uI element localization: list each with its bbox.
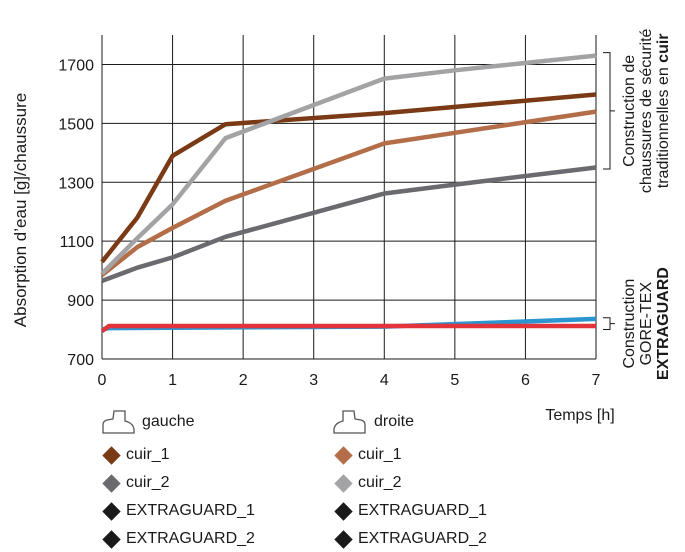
annotation-text: traditionnelles en cuir <box>655 33 672 188</box>
y-tick-label: 700 <box>67 352 94 369</box>
legend-group-label: gauche <box>142 413 195 430</box>
x-tick-label: 0 <box>98 372 107 389</box>
legend-label: cuir_2 <box>358 474 402 491</box>
y-axis-ticks: 700 900 1100 1300 1500 1700 <box>58 57 94 369</box>
legend-item: cuir_1 <box>334 445 402 465</box>
x-tick-label: 5 <box>450 372 459 389</box>
series-line-cuir_1 <box>100 92 597 264</box>
legend-label: cuir_1 <box>358 446 402 463</box>
legend-label: EXTRAGUARD_1 <box>126 502 255 519</box>
x-tick-label: 6 <box>521 372 530 389</box>
legend-item: EXTRAGUARD_1 <box>102 501 255 521</box>
legend-marker <box>102 473 121 493</box>
boot-left-icon <box>102 410 135 434</box>
legend-label: EXTRAGUARD_2 <box>358 530 487 547</box>
legend-group-droite: droite <box>332 408 414 436</box>
annotation-text: Construction <box>621 279 638 369</box>
y-tick-label: 1100 <box>60 234 95 251</box>
legend-label: cuir_1 <box>126 446 170 463</box>
x-tick-label: 2 <box>239 372 248 389</box>
legend-group-label: droite <box>374 413 415 430</box>
legend-marker <box>334 501 353 521</box>
annotation-bracket <box>603 52 615 170</box>
legend-label: cuir_2 <box>126 474 170 491</box>
legend-label: EXTRAGUARD_1 <box>358 502 487 519</box>
y-tick-label: 1700 <box>58 57 94 74</box>
legend-item: cuir_2 <box>334 473 402 493</box>
y-tick-label: 1500 <box>58 116 94 133</box>
annotation-bold: cuir <box>655 33 672 62</box>
legend-marker <box>102 445 121 465</box>
series-line-EXTRAGUARD_2 <box>100 323 596 333</box>
annotation-brackets: Construction de chaussures de sécurité tra… <box>603 28 672 380</box>
annotation-text: Construction de <box>621 55 638 167</box>
x-tick-label: 3 <box>309 372 318 389</box>
legend-label: EXTRAGUARD_2 <box>126 530 255 547</box>
x-tick-label: 4 <box>380 372 389 389</box>
series-lines <box>100 53 597 333</box>
series-line-cuir_1 <box>100 109 597 277</box>
x-axis-ticks: 0 1 2 3 4 5 6 7 <box>98 372 601 389</box>
legend-marker <box>334 445 353 465</box>
annotation-text: chaussures de sécurité <box>638 28 655 193</box>
series-line-cuir_2 <box>101 165 597 284</box>
x-tick-label: 7 <box>592 372 601 389</box>
series-line-cuir_2 <box>100 53 597 276</box>
x-tick-label: 1 <box>168 372 177 389</box>
legend-group-gauche: gauche <box>100 408 195 436</box>
y-tick-label: 1300 <box>58 175 94 192</box>
legend-marker <box>334 529 353 549</box>
legend-item: EXTRAGUARD_1 <box>334 501 487 521</box>
annotation-bracket <box>603 317 615 331</box>
legend-item: cuir_1 <box>102 445 170 465</box>
legend-marker <box>334 473 353 493</box>
boot-right-icon <box>333 410 366 434</box>
legend-item: EXTRAGUARD_2 <box>334 529 487 549</box>
x-axis-label: Temps [h] <box>545 407 614 424</box>
legend-item: cuir_2 <box>102 473 170 493</box>
y-tick-label: 900 <box>67 293 94 310</box>
annotation-text: EXTRAGUARD <box>655 267 672 380</box>
legend-item: EXTRAGUARD_2 <box>102 529 255 549</box>
y-axis-label: Absorption d’eau [g]/chaussure <box>11 93 30 327</box>
legend-marker <box>102 501 121 521</box>
annotation-text: GORE-TEX <box>638 282 655 366</box>
legend-marker <box>102 529 121 549</box>
